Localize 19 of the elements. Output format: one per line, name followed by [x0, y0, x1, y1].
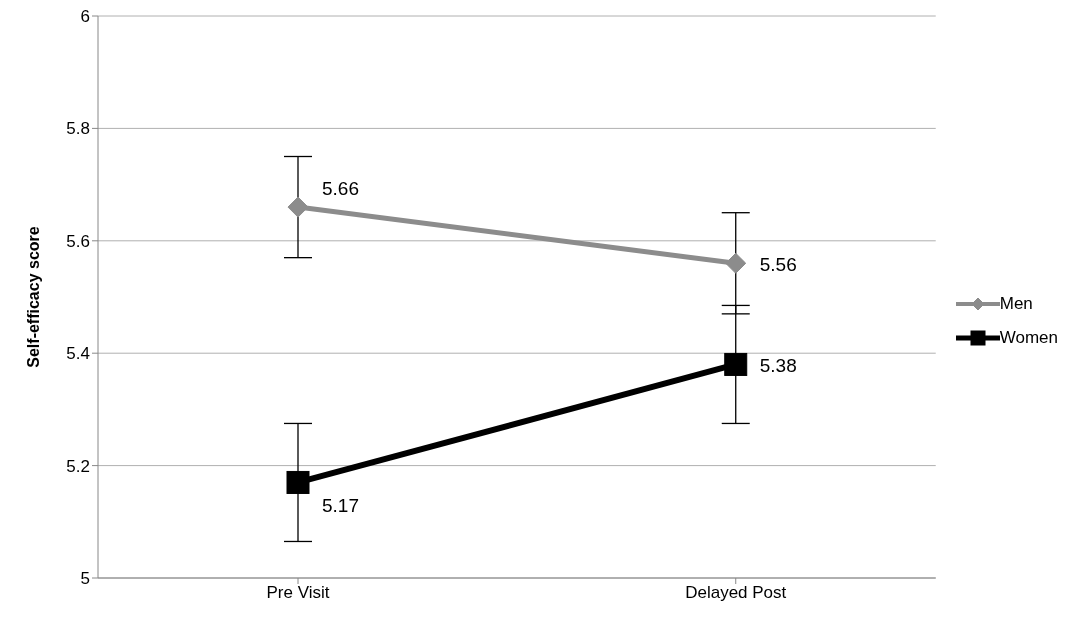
data-label: 5.17	[322, 495, 359, 517]
data-label: 5.56	[759, 254, 797, 276]
y-tick-label: 5.8	[66, 119, 90, 139]
x-tick-label: Delayed Post	[685, 583, 787, 603]
legend-label: Women	[999, 327, 1058, 348]
y-axis-title: Self-efficacy score	[24, 226, 42, 368]
y-tick-label: 5	[80, 569, 90, 589]
point	[286, 470, 310, 494]
legend-label: Men	[999, 293, 1033, 314]
y-tick-label: 5.4	[66, 344, 90, 364]
data-label: 5.38	[759, 355, 797, 377]
point	[287, 196, 309, 218]
point	[724, 352, 748, 376]
x-tick-label: Pre Visit	[266, 583, 330, 603]
data-label: 5.66	[322, 178, 359, 200]
point	[725, 252, 747, 274]
y-tick-label: 6	[80, 7, 90, 27]
y-tick-label: 5.6	[66, 231, 90, 251]
y-tick-label: 5.2	[66, 456, 90, 476]
